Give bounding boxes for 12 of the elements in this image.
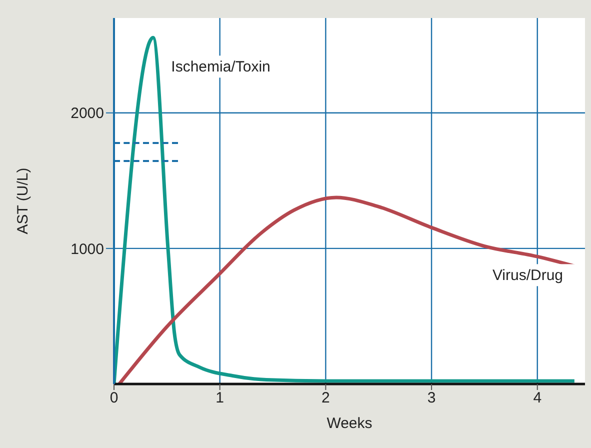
series-label: Virus/Drug bbox=[492, 267, 564, 284]
x-tick-label: 0 bbox=[110, 390, 118, 407]
y-axis-title: AST (U/L) bbox=[14, 168, 32, 234]
x-axis-title: Weeks bbox=[326, 415, 372, 432]
x-tick-label: 3 bbox=[427, 390, 436, 407]
line-series bbox=[114, 36, 576, 384]
x-tick-label: 1 bbox=[216, 390, 224, 407]
y-tick-label: 1000 bbox=[70, 240, 104, 258]
y-tick-label: 2000 bbox=[70, 105, 104, 122]
x-tick-label: 2 bbox=[322, 390, 330, 407]
series-label: Ischemia/Toxin bbox=[171, 58, 270, 76]
x-tick-label: 4 bbox=[533, 390, 542, 407]
